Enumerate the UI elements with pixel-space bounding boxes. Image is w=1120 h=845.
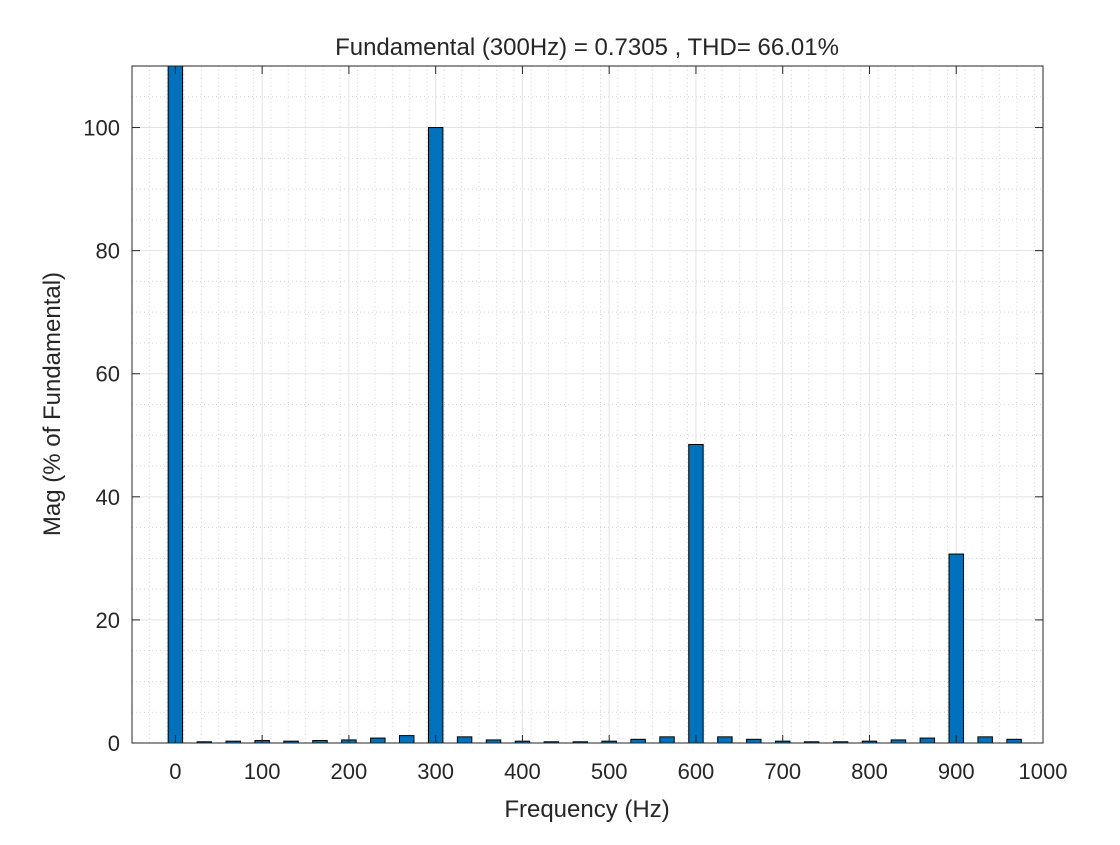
x-tick-label: 100 — [244, 759, 281, 784]
y-axis-label: Mag (% of Fundamental) — [39, 272, 66, 536]
y-tick-label: 60 — [96, 362, 120, 387]
x-tick-labels: 0 100 200 300 400 500 600 700 800 900 1000 — [169, 759, 1067, 784]
bar-8 — [399, 735, 415, 744]
x-tick-label: 900 — [938, 759, 975, 784]
bar-19 — [717, 736, 733, 744]
y-tick-label: 80 — [96, 239, 120, 264]
minor-grid — [132, 66, 1043, 743]
x-tick-label: 1000 — [1019, 759, 1068, 784]
bar-17 — [659, 736, 675, 744]
x-tick-label: 200 — [331, 759, 368, 784]
y-tick-label: 0 — [108, 731, 120, 756]
x-axis-label: Frequency (Hz) — [504, 796, 669, 823]
bar-28 — [977, 736, 993, 744]
bar-7 — [370, 737, 386, 744]
bar-10 — [456, 736, 473, 744]
bar-26 — [919, 737, 936, 744]
x-tick-label: 700 — [764, 759, 801, 784]
bar-29 — [1006, 738, 1022, 744]
x-tick-label: 0 — [169, 759, 181, 784]
y-tick-label: 100 — [83, 116, 120, 141]
bar-27 — [948, 553, 964, 744]
y-tick-labels: 0 20 40 60 80 100 — [83, 116, 120, 756]
plot-frame — [131, 65, 1044, 744]
bar-20 — [746, 738, 762, 744]
plot-area — [132, 66, 1043, 743]
chart-title: Fundamental (300Hz) = 0.7305 , THD= 66.0… — [335, 34, 839, 61]
y-tick-label: 20 — [96, 608, 120, 633]
ticks — [132, 66, 1044, 744]
bar-0 — [167, 65, 184, 744]
bar-9 — [427, 127, 444, 744]
bar-16 — [630, 738, 646, 744]
x-tick-label: 300 — [417, 759, 454, 784]
x-tick-label: 400 — [504, 759, 541, 784]
y-tick-label: 40 — [96, 485, 120, 510]
x-tick-label: 600 — [678, 759, 715, 784]
x-tick-label: 800 — [851, 759, 888, 784]
bar-18 — [688, 444, 704, 744]
x-tick-label: 500 — [591, 759, 628, 784]
